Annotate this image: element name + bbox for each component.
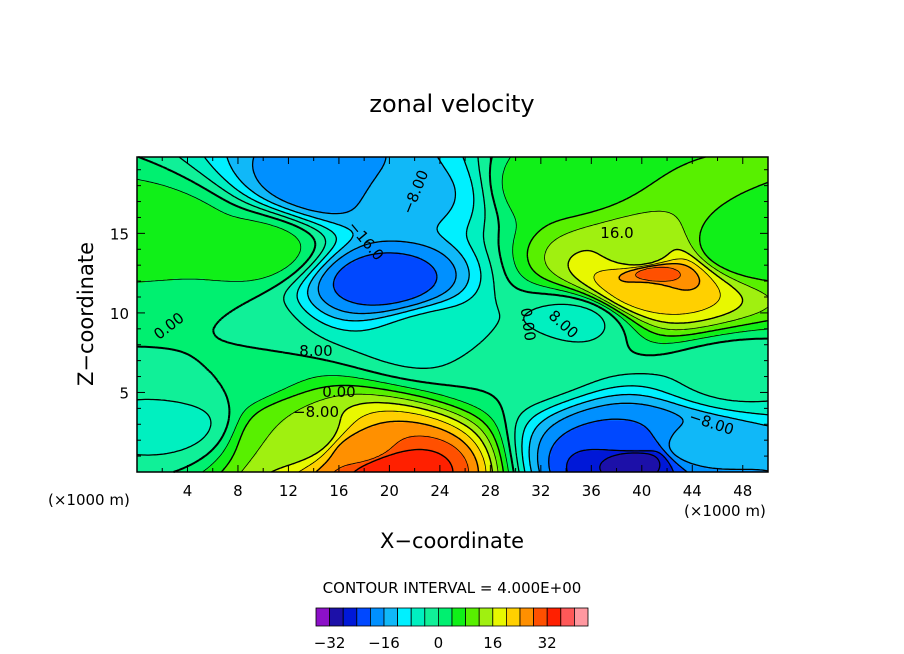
x-tick-label: 32 (531, 482, 550, 500)
x-tick-label: 4 (183, 482, 193, 500)
contour-line (220, 156, 769, 473)
contour-line (333, 266, 681, 473)
colorbar-swatch (410, 607, 426, 627)
colorbar-swatch (369, 607, 385, 627)
contour-line (298, 258, 721, 473)
contour-label: 0.00 (517, 307, 539, 343)
x-tick-label: 48 (733, 482, 752, 500)
colorbar-swatch (315, 607, 331, 627)
colorbar-swatch (397, 607, 412, 627)
x-tick-label: 20 (380, 482, 399, 500)
colorbar-swatch (560, 607, 575, 627)
colorbar-tick-label: 32 (538, 634, 557, 652)
colorbar-swatch (329, 607, 344, 627)
contour-line (315, 263, 701, 473)
contour-line (136, 156, 769, 473)
y-axis-label: Z−coordinate (74, 242, 98, 386)
y-tick-label: 15 (110, 225, 129, 243)
x-tick-label: 44 (683, 482, 702, 500)
plot-frame (136, 156, 769, 473)
y-tick-label: 10 (110, 305, 129, 323)
contour-line (251, 156, 769, 473)
x-unit-right: (×1000 m) (684, 502, 766, 520)
colorbar-swatch (424, 607, 439, 627)
contour-line (226, 156, 769, 473)
x-tick-label: 8 (233, 482, 243, 500)
contour-label: 8.00 (299, 342, 332, 360)
colorbar-tick-label: 16 (483, 634, 502, 652)
colorbar-swatch (519, 607, 535, 627)
colorbar-swatch (383, 607, 399, 627)
contour-line (599, 452, 661, 473)
x-tick-label: 16 (329, 482, 348, 500)
colorbar-swatch (574, 607, 589, 627)
contour-line (353, 448, 454, 473)
contour-line (565, 448, 675, 473)
contour-label: 0.00 (322, 383, 355, 401)
x-tick-label: 28 (481, 482, 500, 500)
chart-title: zonal velocity (369, 90, 534, 118)
colorbar-swatch (465, 607, 480, 627)
contour-label: −8.00 (293, 403, 339, 421)
x-tick-label: 12 (279, 482, 298, 500)
colorbar-swatch (437, 607, 453, 627)
colorbar-tick-label: 0 (434, 634, 444, 652)
colorbar-swatch (478, 607, 494, 627)
x-unit-left: (×1000 m) (48, 491, 130, 509)
x-tick-label: 40 (632, 482, 651, 500)
x-tick-label: 24 (430, 482, 449, 500)
colorbar-swatch (505, 607, 521, 627)
colorbar-swatch (342, 607, 358, 627)
x-axis-label: X−coordinate (380, 529, 524, 553)
contour-label: 16.0 (600, 224, 633, 242)
x-tick-label: 36 (582, 482, 601, 500)
colorbar-swatch (533, 607, 548, 627)
colorbar-tick-label: −16 (368, 634, 400, 652)
velocity-field (137, 157, 768, 472)
colorbar-swatch (492, 607, 507, 627)
colorbar-swatch (546, 607, 562, 627)
colorbar: −32 −16 0 16 32 (314, 607, 589, 652)
contour-line (332, 252, 688, 473)
contour-line (240, 210, 769, 473)
contour-interval-text: CONTOUR INTERVAL = 4.000E+00 (323, 579, 582, 597)
colorbar-swatch (451, 607, 467, 627)
contour-line (271, 248, 744, 473)
colorbar-tick-label: −32 (314, 634, 346, 652)
y-tick-label: 5 (119, 384, 129, 402)
contour-lines (136, 156, 769, 473)
colorbar-swatch (356, 607, 371, 627)
plot-area: 0.00 8.00 −8.00 0.00 −16.0 −8.00 0.00 16… (110, 156, 769, 500)
